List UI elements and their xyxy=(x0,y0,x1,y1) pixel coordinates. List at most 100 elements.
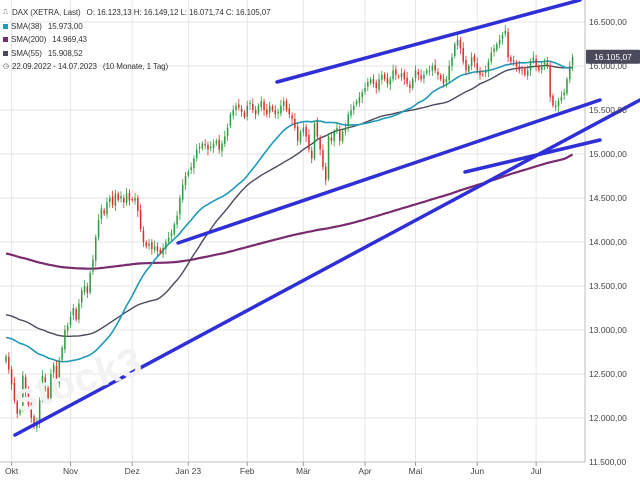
y-tick-label: 13.500,00 xyxy=(589,281,627,291)
candle-body xyxy=(476,63,478,71)
candle-body xyxy=(409,84,411,88)
candle-body xyxy=(526,70,529,76)
candle-body xyxy=(305,127,307,137)
candle-body xyxy=(47,387,49,399)
y-tick-label: 11.500,00 xyxy=(589,457,626,467)
candle-body xyxy=(193,158,195,169)
candle-body xyxy=(198,146,201,149)
candle-body xyxy=(431,66,434,71)
candle-body xyxy=(86,286,89,294)
sma38-series xyxy=(5,60,573,363)
legend-sma200-row: SMA(200) 14.969,43 xyxy=(3,33,270,47)
candle-body xyxy=(30,404,33,418)
candle-body xyxy=(291,115,293,119)
candle-body xyxy=(271,106,274,110)
candle-body xyxy=(195,149,198,159)
candle-body xyxy=(395,69,397,75)
candle-body xyxy=(232,110,234,116)
candle-body xyxy=(240,108,243,112)
candle-body xyxy=(392,70,394,80)
candle-body xyxy=(148,243,150,246)
candle-body xyxy=(355,101,358,105)
candle-body xyxy=(252,104,254,110)
candle-body xyxy=(282,101,285,107)
x-tick-label: Jun xyxy=(470,466,484,476)
candle-body xyxy=(507,31,509,58)
candle-body xyxy=(437,71,439,75)
candle-body xyxy=(22,375,24,409)
candle-body xyxy=(406,77,408,84)
candle-body xyxy=(569,66,571,80)
candle-body xyxy=(529,61,532,71)
candle-body xyxy=(94,237,97,261)
candle-body xyxy=(218,139,220,150)
instrument-icon: ⎍ xyxy=(3,9,8,16)
candle-body xyxy=(344,127,347,132)
y-tick-label: 14.000,00 xyxy=(589,237,627,247)
candle-body xyxy=(72,308,75,316)
y-tick-label: 16.000,00 xyxy=(589,61,627,71)
sma200-series xyxy=(5,153,574,270)
candle-body xyxy=(44,377,47,388)
candle-body xyxy=(176,215,178,225)
legend-title: DAX (XETRA, Last) xyxy=(12,8,81,17)
candle-body xyxy=(64,330,66,350)
price-badge-label: 16.105,07 xyxy=(594,52,632,62)
candle-body xyxy=(510,57,512,62)
candle-body xyxy=(215,140,218,144)
candle-body xyxy=(501,35,504,40)
candle-body xyxy=(260,101,263,108)
candle-body xyxy=(434,64,436,71)
candle-body xyxy=(465,60,467,71)
candle-body xyxy=(451,57,453,66)
y-tick-label: 15.000,00 xyxy=(589,149,627,159)
candle-body xyxy=(327,136,330,179)
sma55-label: SMA(55) xyxy=(11,48,42,58)
candle-body xyxy=(235,105,237,110)
candle-body xyxy=(299,132,302,143)
sma200-label: SMA(200) xyxy=(11,35,47,44)
candle-body xyxy=(170,233,173,237)
candle-body xyxy=(238,104,240,108)
trendline xyxy=(176,98,602,245)
candle-body xyxy=(5,356,7,362)
candle-body xyxy=(100,208,103,219)
candle-body xyxy=(361,92,363,98)
candle-body xyxy=(496,44,498,50)
candle-body xyxy=(190,167,192,171)
candle-body xyxy=(137,198,139,212)
candle-body xyxy=(131,199,133,201)
candle-body xyxy=(78,303,80,320)
candle-body xyxy=(350,110,352,116)
candle-body xyxy=(55,366,58,383)
candle-body xyxy=(448,66,450,81)
candle-body xyxy=(420,75,422,80)
candle-body xyxy=(403,72,406,80)
legend-sma55-row: SMA(55) 15.908,52 xyxy=(3,47,270,61)
candle-body xyxy=(319,137,321,150)
candle-body xyxy=(179,198,181,215)
candle-body xyxy=(347,114,349,127)
candle-body xyxy=(515,63,518,66)
x-tick-label: Feb xyxy=(240,466,255,476)
candle-body xyxy=(479,70,481,75)
candle-body xyxy=(221,143,223,152)
candle-body xyxy=(80,290,83,303)
candle-body xyxy=(336,127,338,131)
candle-body xyxy=(521,69,523,71)
x-tick-label: Nov xyxy=(63,466,79,476)
candle-body xyxy=(224,136,226,144)
candle-body xyxy=(92,259,94,272)
candle-body xyxy=(294,118,296,128)
sma38-swatch xyxy=(3,23,8,29)
candle-body xyxy=(445,79,448,83)
candle-body xyxy=(268,105,271,113)
candle-body xyxy=(313,123,316,159)
y-tick-label: 16.500,00 xyxy=(589,17,627,27)
trendline xyxy=(463,138,602,174)
candle-body xyxy=(41,375,44,400)
clock-icon: ◷ xyxy=(3,63,10,70)
candle-body xyxy=(173,224,176,235)
candle-body xyxy=(459,40,462,49)
